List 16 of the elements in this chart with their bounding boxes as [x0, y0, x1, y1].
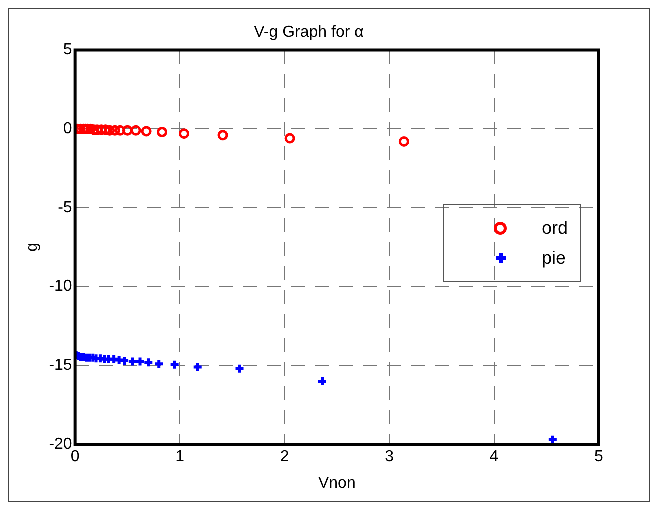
y-tick-label: -10	[49, 278, 72, 296]
x-axis-title: Vnon	[318, 474, 356, 492]
x-tick-label: 3	[385, 448, 394, 466]
x-tick-label: 1	[176, 448, 185, 466]
x-tick-label: 4	[490, 448, 499, 466]
y-tick-label: 0	[63, 120, 72, 138]
x-tick-label: 2	[280, 448, 290, 466]
y-tick-label: -5	[58, 199, 72, 216]
y-axis-title: g	[24, 242, 42, 252]
chart-title: V-g Graph for α	[254, 24, 364, 42]
y-tick-label: -20	[49, 436, 72, 454]
x-tick-label: 5	[594, 448, 604, 466]
y-tick-label: -15	[49, 357, 72, 374]
legend-label: pie	[542, 248, 566, 268]
y-tick-label: 5	[63, 42, 72, 59]
legend-label: ord	[542, 218, 568, 238]
